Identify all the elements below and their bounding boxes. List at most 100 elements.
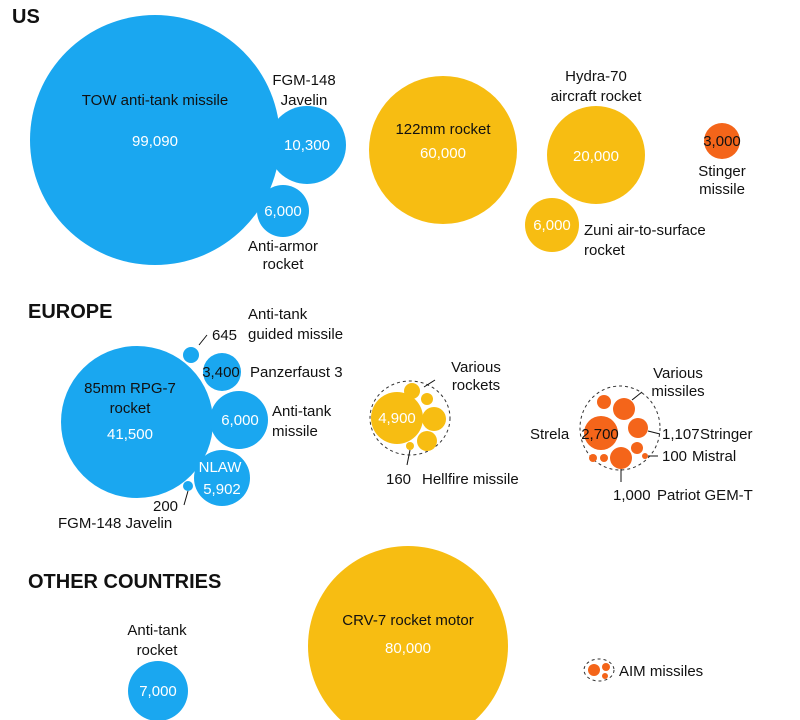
- label-stinger-line2: missile: [699, 181, 745, 198]
- bubble-patriot-gem-t: [610, 447, 632, 469]
- bubble-fgm148-javelin-europe: [183, 481, 193, 491]
- value-hellfire: 160: [386, 471, 411, 488]
- leader-stringer: [647, 430, 661, 435]
- label-panzerfaust: Panzerfaust 3: [250, 364, 343, 381]
- value-other-anti-tank: 7,000: [139, 683, 177, 700]
- bubble-various-rockets-small-2: [421, 393, 433, 405]
- cluster-outline-various-missiles: [579, 385, 661, 471]
- label-zuni-line2: rocket: [584, 242, 626, 259]
- label-stringer: Stringer: [700, 426, 753, 443]
- bubble-various-missiles-4: [589, 454, 597, 462]
- bubble-stinger-missile: [704, 123, 740, 159]
- label-hydra-line2: aircraft rocket: [551, 88, 643, 105]
- label-atgm-line2: guided missile: [248, 326, 343, 343]
- label-strela: Strela: [530, 426, 570, 443]
- heading-other-countries: OTHER COUNTRIES: [28, 571, 221, 593]
- label-atm-line1: Anti-tank: [272, 403, 332, 420]
- label-hellfire: Hellfire missile: [422, 471, 519, 488]
- label-rpg-line2: rocket: [110, 400, 152, 417]
- leader-various-missiles: [631, 391, 643, 401]
- value-nlaw: 5,902: [203, 481, 241, 498]
- label-nlaw: NLAW: [199, 459, 243, 476]
- bubble-strela: [584, 416, 618, 450]
- label-crv7: CRV-7 rocket motor: [342, 612, 473, 629]
- bubble-various-rockets: [371, 392, 423, 444]
- label-stinger-line1: Stinger: [698, 163, 746, 180]
- bubble-aim-missiles-3: [602, 673, 608, 679]
- label-various-missiles-line2: missiles: [651, 383, 704, 400]
- value-javelin-europe: 200: [153, 498, 178, 515]
- cluster-outline-aim-missiles: [583, 658, 615, 682]
- value-anti-tank-missile-europe: 6,000: [221, 412, 259, 429]
- bubble-anti-armor-rocket: [257, 185, 309, 237]
- label-other-anti-tank-line1: Anti-tank: [127, 622, 187, 639]
- value-rpg: 41,500: [107, 426, 153, 443]
- value-atgm: 645: [212, 327, 237, 344]
- label-javelin-us-line1: FGM-148: [272, 72, 335, 89]
- label-various-rockets-line1: Various: [451, 359, 501, 376]
- value-stringer: 1,107: [662, 426, 700, 443]
- bubble-122mm-rocket: [369, 76, 517, 224]
- bubble-hellfire-missile: [406, 442, 414, 450]
- value-strela: 2,700: [581, 426, 619, 443]
- heading-us: US: [12, 6, 40, 28]
- label-javelin-us-line2: Javelin: [281, 92, 328, 109]
- bubble-panzerfaust-3: [203, 353, 241, 391]
- label-aim-missiles: AIM missiles: [619, 663, 703, 680]
- value-tow: 99,090: [132, 133, 178, 150]
- label-atm-line2: missile: [272, 423, 318, 440]
- label-patriot: Patriot GEM-T: [657, 487, 753, 504]
- value-stinger: 3,000: [703, 133, 741, 150]
- value-javelin-us: 10,300: [284, 137, 330, 154]
- label-various-rockets-line2: rockets: [452, 377, 500, 394]
- heading-europe: EUROPE: [28, 301, 112, 323]
- bubble-aim-missiles-1: [588, 664, 600, 676]
- bubble-nlaw: [194, 450, 250, 506]
- bubble-fgm148-javelin-us: [268, 106, 346, 184]
- bubble-various-missiles-3: [631, 442, 643, 454]
- value-hydra: 20,000: [573, 148, 619, 165]
- label-hydra-line1: Hydra-70: [565, 68, 627, 85]
- value-mistral: 100: [662, 448, 687, 465]
- leader-javelin-europe: [183, 490, 189, 506]
- bubble-tow-anti-tank-missile: [30, 15, 280, 265]
- bubble-various-missiles-2: [613, 398, 635, 420]
- value-zuni: 6,000: [533, 217, 571, 234]
- value-panzerfaust: 3,400: [202, 364, 240, 381]
- value-anti-armor: 6,000: [264, 203, 302, 220]
- value-122mm: 60,000: [420, 145, 466, 162]
- label-rpg-line1: 85mm RPG-7: [84, 380, 176, 397]
- cluster-outline-various-rockets: [369, 380, 451, 456]
- label-javelin-europe: FGM-148 Javelin: [58, 515, 172, 532]
- label-tow: TOW anti-tank missile: [82, 92, 228, 109]
- leader-atgm: [198, 334, 208, 346]
- leader-hellfire: [406, 449, 411, 466]
- label-atgm-line1: Anti-tank: [248, 306, 308, 323]
- label-mistral: Mistral: [692, 448, 736, 465]
- bubble-stringer: [628, 418, 648, 438]
- bubble-aim-missiles-2: [602, 663, 610, 671]
- bubble-various-missiles-5: [600, 454, 608, 462]
- value-various-rockets: 4,900: [378, 410, 416, 427]
- bubble-various-rockets-small-1: [404, 383, 420, 399]
- bubble-various-missiles-1: [597, 395, 611, 409]
- value-crv7: 80,000: [385, 640, 431, 657]
- label-other-anti-tank-line2: rocket: [137, 642, 179, 659]
- label-anti-armor-line1: Anti-armor: [248, 238, 318, 255]
- bubble-mistral: [642, 453, 648, 459]
- value-patriot: 1,000: [613, 487, 651, 504]
- bubble-85mm-rpg7-rocket: [61, 346, 213, 498]
- bubble-zuni-air-to-surface-rocket: [525, 198, 579, 252]
- bubble-anti-tank-missile-europe: [210, 391, 268, 449]
- label-122mm: 122mm rocket: [395, 121, 491, 138]
- bubble-hydra70-aircraft-rocket: [547, 106, 645, 204]
- bubble-various-rockets-small-3: [422, 407, 446, 431]
- bubble-crv7-rocket-motor: [308, 546, 508, 720]
- leader-various-rockets: [423, 379, 436, 388]
- label-zuni-line1: Zuni air-to-surface: [584, 222, 706, 239]
- label-various-missiles-line1: Various: [653, 365, 703, 382]
- label-anti-armor-line2: rocket: [263, 256, 305, 273]
- bubble-other-anti-tank-rocket: [128, 661, 188, 720]
- bubble-anti-tank-guided-missile: [183, 347, 199, 363]
